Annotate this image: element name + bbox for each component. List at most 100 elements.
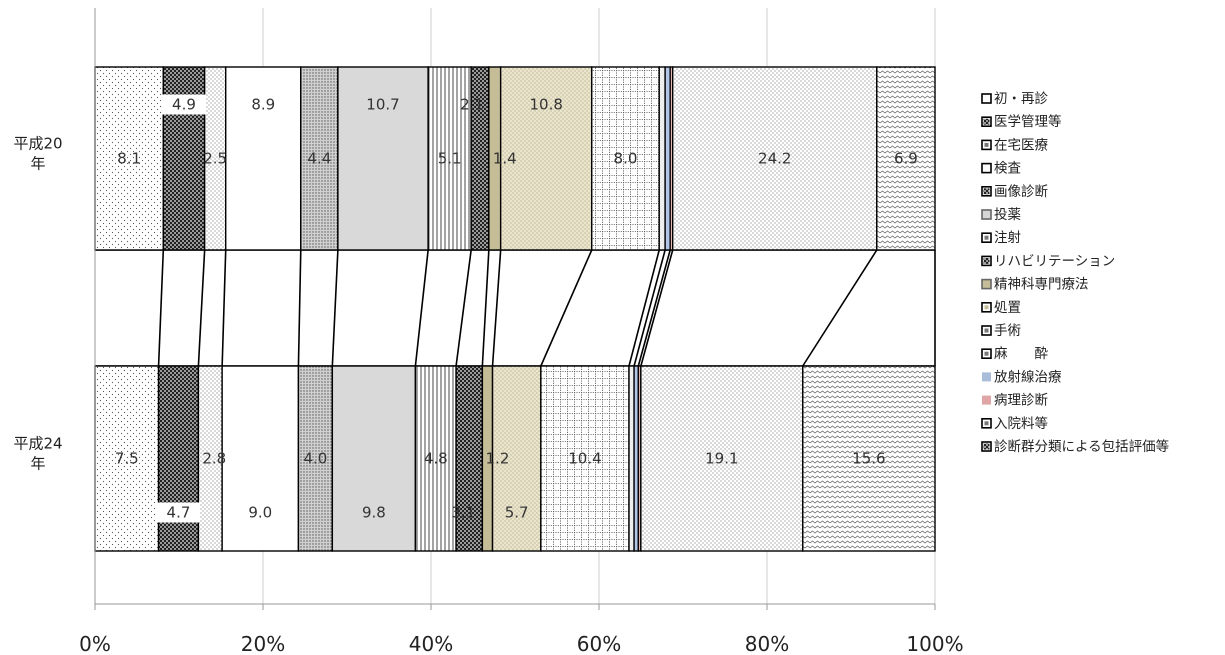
data-label-1-6: 4.8 <box>424 450 448 468</box>
legend-item: 検査 <box>981 161 1022 177</box>
connector-line <box>802 249 878 367</box>
bar-segment-0-11 <box>658 66 666 251</box>
legend-swatch <box>982 372 991 382</box>
connector-line <box>221 249 227 367</box>
legend-label: リハビリテーション <box>994 253 1115 269</box>
legend-label: 麻 酔 <box>994 346 1048 362</box>
data-label-1-15: 15.6 <box>852 450 885 468</box>
legend-swatch-fill <box>984 235 989 240</box>
x-tick-label: 80% <box>745 632 789 655</box>
bar-segment-1-14 <box>640 365 804 552</box>
data-label-0-10: 8.0 <box>614 150 638 168</box>
legend-label: 初・再診 <box>994 90 1048 107</box>
data-label-0-2: 2.5 <box>203 150 227 168</box>
legend-swatch <box>981 209 992 220</box>
data-label-1-9: 5.7 <box>505 504 529 522</box>
category-label: 平成20 年 <box>13 135 62 173</box>
category-label: 平成24 年 <box>13 435 62 473</box>
connector-band <box>95 250 935 366</box>
legend-label: 手術 <box>994 323 1021 339</box>
bar-segment-0-12 <box>664 66 671 251</box>
legend-item: 処置 <box>981 300 1021 316</box>
data-label-1-2: 2.8 <box>202 450 226 468</box>
bar-segment-1-15 <box>802 365 936 552</box>
data-label-0-0: 8.1 <box>117 150 141 168</box>
data-label-1-5: 9.8 <box>362 504 386 522</box>
legend-item: リハビリテーション <box>981 253 1115 269</box>
legend-label: 病理診断 <box>994 393 1048 409</box>
bar-segment-1-6 <box>414 365 457 552</box>
legend-swatch <box>981 162 992 174</box>
connector-line <box>640 249 674 367</box>
connector-line <box>628 249 660 367</box>
bar-segment-0-3 <box>225 66 302 251</box>
legend-item: 放射線治療 <box>982 368 1062 385</box>
x-axis: 0% 20% 40% 60% 80% 100% <box>79 8 964 655</box>
data-label-1-7: 3.1 <box>451 504 475 522</box>
legend-label: 注射 <box>994 230 1021 246</box>
legend-item: 精神科専門療法 <box>981 276 1089 293</box>
legend-item: 病理診断 <box>982 393 1048 409</box>
x-tick-label: 60% <box>577 632 621 655</box>
legend-swatch-fill <box>983 443 990 450</box>
legend-item: 画像診断 <box>981 184 1048 200</box>
data-label-0-8: 1.4 <box>493 150 517 168</box>
x-tick-label: 40% <box>409 632 453 655</box>
bar-segment-0-1 <box>162 66 206 251</box>
bar-segment-1-3 <box>221 365 300 552</box>
bar-segment-1-7 <box>455 365 484 552</box>
legend-item: 麻 酔 <box>981 346 1048 362</box>
data-label-0-3: 8.9 <box>251 96 275 114</box>
data-label-1-10: 10.4 <box>568 450 601 468</box>
bar-segment-1-9 <box>491 365 542 552</box>
data-label-1-1: 4.7 <box>167 504 191 522</box>
legend-item: 在宅医療 <box>981 136 1048 153</box>
bar-segment-0-5 <box>337 66 429 251</box>
connector-line <box>414 249 429 367</box>
legend-item: 初・再診 <box>981 90 1048 107</box>
legend-swatch <box>982 395 991 405</box>
data-label-0-7: 2.1 <box>460 96 484 114</box>
data-label-bg <box>156 502 201 523</box>
data-label-0-15: 6.9 <box>894 150 918 168</box>
connector-line <box>633 249 666 367</box>
legend-swatch-fill <box>984 305 989 310</box>
legend-label: 投薬 <box>994 207 1021 223</box>
data-labels: 8.1 4.9 2.5 8.9 4.4 10.7 5.1 2.1 1.4 10.8 8.0 24.2 6… <box>115 94 918 523</box>
data-label-0-4: 4.4 <box>307 150 331 168</box>
bar-segment-1-10 <box>540 365 630 552</box>
legend-swatch-fill <box>983 118 990 125</box>
legend-item: 診断群分類による包括評価等 <box>981 438 1169 455</box>
connector-line <box>331 249 339 367</box>
data-label-0-14: 24.2 <box>758 150 791 168</box>
legend: 初・再診医学管理等在宅医療検査画像診断投薬注射リハビリテーション精神科専門療法処… <box>981 90 1169 455</box>
legend-label: 画像診断 <box>994 184 1048 200</box>
legend-swatch-fill <box>983 188 990 195</box>
connector-line <box>297 249 302 367</box>
data-label-1-4: 4.0 <box>303 450 327 468</box>
legend-item: 手術 <box>981 323 1021 339</box>
bars <box>94 66 936 552</box>
legend-label: 診断群分類による包括評価等 <box>994 438 1169 455</box>
legend-label: 入院料等 <box>994 415 1048 432</box>
data-label-0-1: 4.9 <box>172 96 196 114</box>
bar-segment-1-11 <box>628 365 635 552</box>
connector-line <box>455 249 472 367</box>
legend-item: 注射 <box>981 230 1021 246</box>
data-label-1-0: 7.5 <box>115 450 139 468</box>
bar-segment-1-1 <box>157 365 200 552</box>
data-label-1-8: 1.2 <box>486 450 510 468</box>
data-label-1-14: 19.1 <box>705 450 738 468</box>
data-label-1-3: 9.0 <box>248 504 272 522</box>
data-label-bg <box>161 94 206 115</box>
connector-line <box>481 249 490 367</box>
legend-label: 放射線治療 <box>994 368 1062 385</box>
data-label-0-9: 10.8 <box>530 96 563 114</box>
legend-label: 検査 <box>994 161 1022 177</box>
bar-segment-0-14 <box>672 66 878 251</box>
bar-segment-0-9 <box>499 66 593 251</box>
bar-segment-0-4 <box>300 66 339 251</box>
legend-swatch-fill <box>984 351 989 356</box>
legend-swatch-fill <box>983 257 990 264</box>
